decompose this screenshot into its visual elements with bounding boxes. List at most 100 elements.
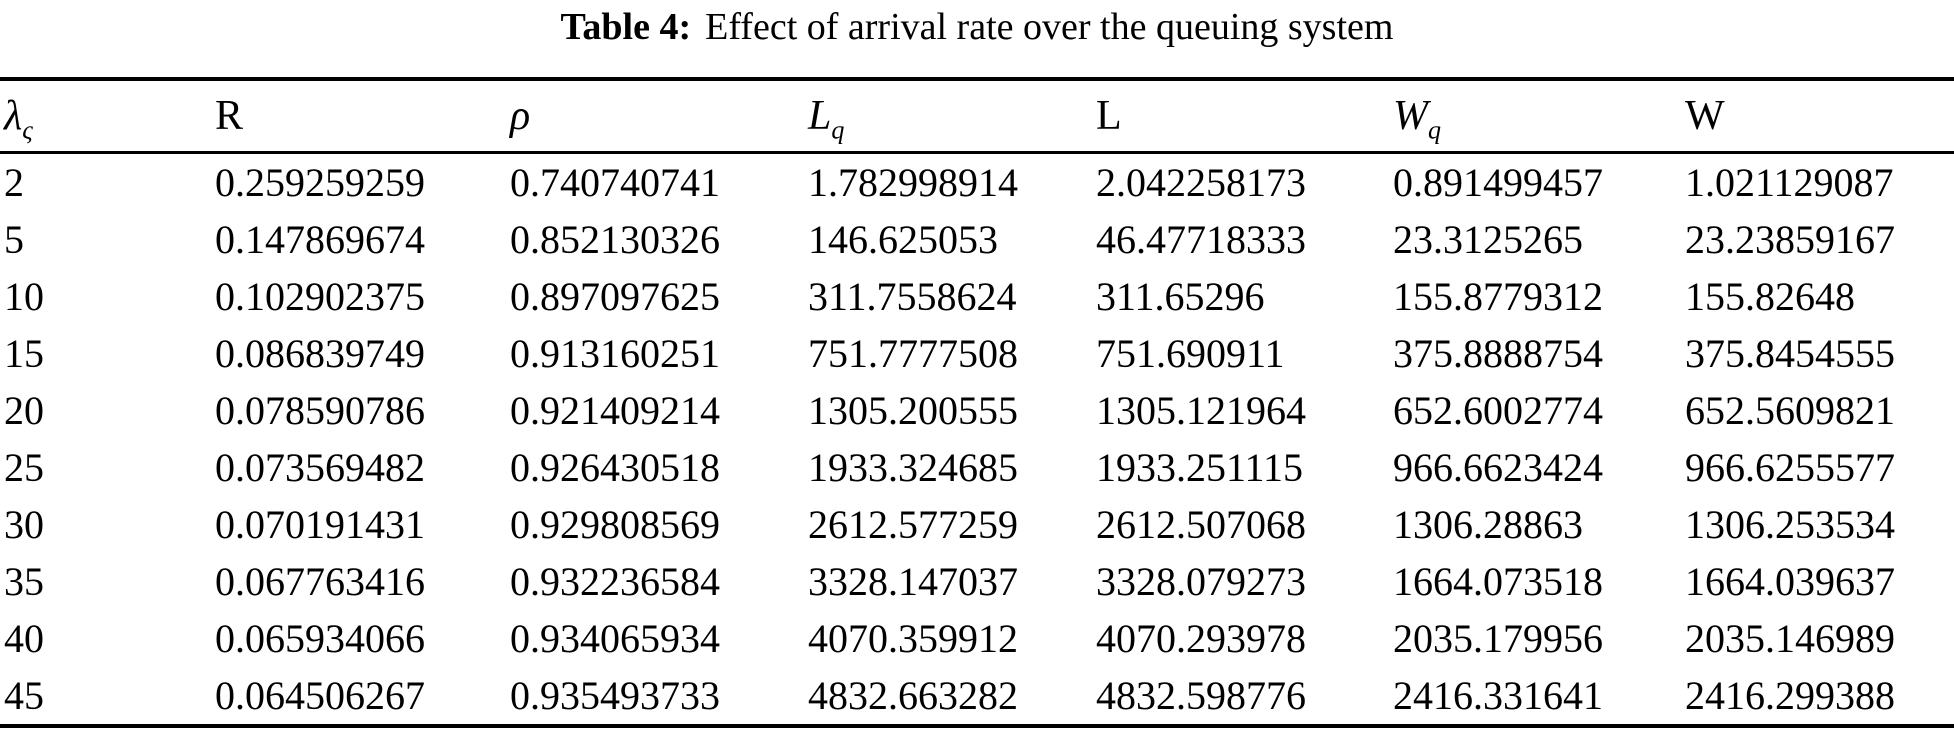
cell-l-q: 3328.147037 [808, 559, 1018, 604]
cell-rho: 0.935493733 [510, 673, 720, 718]
cell-rho: 0.897097625 [510, 274, 720, 319]
cell-w: 966.6255577 [1685, 445, 1895, 490]
cell-w-q: 155.8779312 [1393, 274, 1603, 319]
cell-r: 0.102902375 [215, 274, 425, 319]
cell-l-q: 751.7777508 [808, 331, 1018, 376]
cell-arrival-rate: 25 [4, 445, 44, 490]
cell-arrival-rate: 2 [4, 160, 24, 205]
cell-rho: 0.932236584 [510, 559, 720, 604]
cell-rho: 0.929808569 [510, 502, 720, 547]
column-header-w: W [1685, 79, 1954, 154]
column-symbol: ρ [510, 93, 531, 139]
cell-l: 1305.121964 [1096, 388, 1306, 433]
cell-w: 2416.299388 [1685, 673, 1895, 718]
cell-l: 46.47718333 [1096, 217, 1306, 262]
cell-arrival-rate: 30 [4, 502, 44, 547]
table-row: 2 0.259259259 0.740740741 1.782998914 2.0422… [0, 153, 1954, 212]
cell-rho: 0.934065934 [510, 616, 720, 661]
cell-w-q: 1306.28863 [1393, 502, 1583, 547]
cell-r: 0.070191431 [215, 502, 425, 547]
cell-arrival-rate: 45 [4, 673, 44, 718]
cell-w: 1.021129087 [1685, 160, 1894, 205]
column-symbol-subscript: q [831, 115, 845, 145]
table-row: 30 0.070191431 0.929808569 2612.577259 2612.… [0, 496, 1954, 553]
table-row: 5 0.147869674 0.852130326 146.625053 46.4771… [0, 211, 1954, 268]
cell-arrival-rate: 15 [4, 331, 44, 376]
column-header-l-q: Lq [808, 79, 1096, 154]
cell-rho: 0.852130326 [510, 217, 720, 262]
cell-rho: 0.926430518 [510, 445, 720, 490]
cell-arrival-rate: 40 [4, 616, 44, 661]
table-row: 10 0.102902375 0.897097625 311.7558624 311.6… [0, 268, 1954, 325]
column-symbol: L [808, 93, 832, 139]
cell-l-q: 4832.663282 [808, 673, 1018, 718]
cell-l: 751.690911 [1096, 331, 1285, 376]
column-header-lambda-s: λς [0, 79, 215, 154]
cell-arrival-rate: 35 [4, 559, 44, 604]
cell-l-q: 311.7558624 [808, 274, 1017, 319]
table-row: 45 0.064506267 0.935493733 4832.663282 4832.… [0, 667, 1954, 726]
cell-arrival-rate: 20 [4, 388, 44, 433]
cell-l-q: 1933.324685 [808, 445, 1018, 490]
column-header-rho: ρ [510, 79, 808, 154]
column-symbol: λ [4, 93, 23, 139]
cell-w-q: 1664.073518 [1393, 559, 1603, 604]
cell-w: 1306.253534 [1685, 502, 1895, 547]
cell-l: 1933.251115 [1096, 445, 1304, 490]
table-row: 15 0.086839749 0.913160251 751.7777508 751.6… [0, 325, 1954, 382]
column-symbol: L [1096, 93, 1122, 139]
cell-arrival-rate: 5 [4, 217, 24, 262]
cell-l: 2.042258173 [1096, 160, 1306, 205]
cell-r: 0.147869674 [215, 217, 425, 262]
column-symbol: R [215, 93, 244, 139]
column-header-w-q: Wq [1393, 79, 1685, 154]
cell-w: 2035.146989 [1685, 616, 1895, 661]
cell-w: 1664.039637 [1685, 559, 1895, 604]
cell-w: 375.8454555 [1685, 331, 1895, 376]
column-header-l: L [1096, 79, 1393, 154]
cell-r: 0.073569482 [215, 445, 425, 490]
cell-rho: 0.913160251 [510, 331, 720, 376]
table-caption-label: Table 4: [560, 6, 692, 48]
column-symbol: W [1685, 93, 1725, 139]
cell-l: 311.65296 [1096, 274, 1265, 319]
cell-w-q: 2035.179956 [1393, 616, 1603, 661]
table-row: 20 0.078590786 0.921409214 1305.200555 1305.… [0, 382, 1954, 439]
cell-w: 23.23859167 [1685, 217, 1895, 262]
cell-l: 4832.598776 [1096, 673, 1306, 718]
cell-w: 155.82648 [1685, 274, 1855, 319]
table-row: 40 0.065934066 0.934065934 4070.359912 4070.… [0, 610, 1954, 667]
cell-l: 3328.079273 [1096, 559, 1306, 604]
cell-r: 0.067763416 [215, 559, 425, 604]
cell-r: 0.078590786 [215, 388, 425, 433]
cell-w-q: 0.891499457 [1393, 160, 1603, 205]
cell-w-q: 652.6002774 [1393, 388, 1603, 433]
cell-l-q: 146.625053 [808, 217, 998, 262]
cell-w-q: 2416.331641 [1393, 673, 1603, 718]
cell-w: 652.5609821 [1685, 388, 1895, 433]
cell-r: 0.064506267 [215, 673, 425, 718]
table-caption-text: Effect of arrival rate over the queuing … [705, 6, 1394, 48]
cell-l-q: 1305.200555 [808, 388, 1018, 433]
cell-l: 2612.507068 [1096, 502, 1306, 547]
column-symbol-subscript: q [1428, 115, 1442, 145]
cell-rho: 0.740740741 [510, 160, 720, 205]
cell-r: 0.259259259 [215, 160, 425, 205]
cell-l-q: 1.782998914 [808, 160, 1018, 205]
column-symbol: W [1393, 93, 1428, 139]
cell-arrival-rate: 10 [4, 274, 44, 319]
cell-w-q: 23.3125265 [1393, 217, 1583, 262]
cell-w-q: 966.6623424 [1393, 445, 1603, 490]
cell-r: 0.086839749 [215, 331, 425, 376]
table-row: 25 0.073569482 0.926430518 1933.324685 1933.… [0, 439, 1954, 496]
cell-r: 0.065934066 [215, 616, 425, 661]
column-symbol-subscript: ς [22, 115, 33, 145]
cell-l-q: 4070.359912 [808, 616, 1018, 661]
cell-w-q: 375.8888754 [1393, 331, 1603, 376]
table-body: 2 0.259259259 0.740740741 1.782998914 2.0422… [0, 153, 1954, 727]
table-row: 35 0.067763416 0.932236584 3328.147037 3328.… [0, 553, 1954, 610]
